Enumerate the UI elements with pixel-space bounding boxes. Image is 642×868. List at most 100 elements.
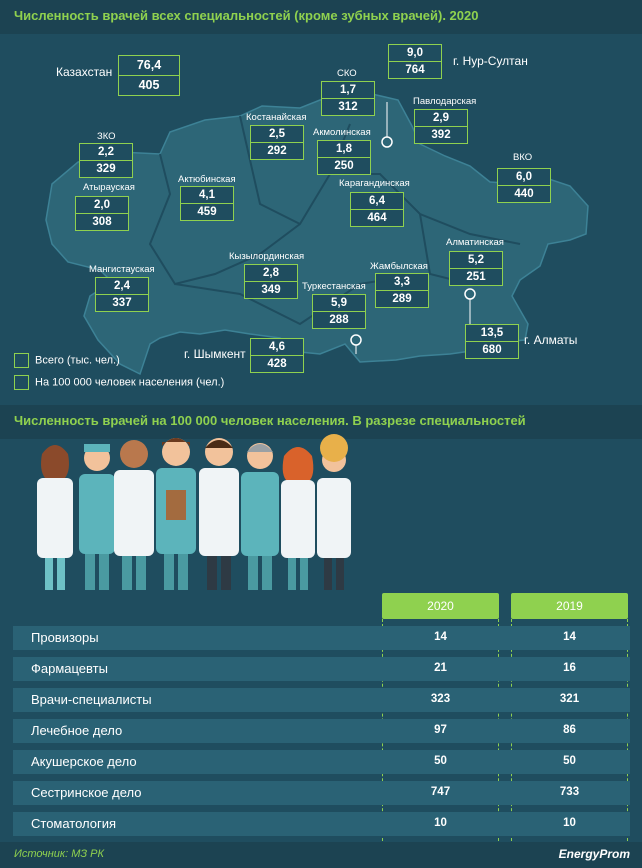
region-per100k: 292 bbox=[267, 145, 287, 157]
row-label: Сестринское дело bbox=[31, 785, 142, 800]
region-per100k: 349 bbox=[261, 284, 281, 296]
doctor-figures bbox=[37, 434, 351, 590]
table-row: Врачи-специалисты 323 321 bbox=[13, 688, 630, 712]
region-box-zko: 2,2 329 bbox=[79, 143, 133, 178]
region-per100k: 440 bbox=[514, 188, 534, 200]
table-row: Стоматология 10 10 bbox=[13, 812, 630, 836]
value-2019: 733 bbox=[559, 786, 580, 798]
region-per100k: 289 bbox=[392, 293, 412, 305]
region-total: 13,5 bbox=[466, 325, 518, 342]
row-label: Фармацевты bbox=[31, 661, 108, 676]
value-2019: 14 bbox=[563, 631, 576, 643]
region-total: 2,5 bbox=[251, 126, 303, 143]
region-per100k: 680 bbox=[482, 344, 502, 356]
value-2020: 747 bbox=[430, 786, 451, 798]
region-total: 6,4 bbox=[351, 193, 403, 210]
region-per100k: 464 bbox=[367, 212, 387, 224]
legend-swatch bbox=[14, 353, 29, 368]
column-header-2020: 2020 bbox=[382, 593, 499, 619]
brand-logo: EnergyProm bbox=[558, 847, 630, 861]
region-box-turkestan: 5,9 288 bbox=[312, 294, 366, 329]
kazakhstan-per100k: 405 bbox=[138, 78, 160, 92]
region-total: 5,9 bbox=[313, 295, 365, 312]
table-title-bar: Численность врачей на 100 000 человек на… bbox=[0, 405, 642, 439]
value-2020: 10 bbox=[434, 817, 447, 829]
region-name-zko: ЗКО bbox=[97, 131, 116, 142]
region-total: 1,8 bbox=[318, 141, 370, 158]
region-total: 2,0 bbox=[76, 197, 128, 214]
source-note: Источник: МЗ РК bbox=[14, 848, 104, 860]
region-name-mangistau: Мангистауская bbox=[89, 264, 155, 275]
region-name-akmola: Акмолинская bbox=[313, 127, 371, 138]
region-name-aktobe: Актюбинская bbox=[178, 174, 236, 185]
region-box-almaty-city: 13,5 680 bbox=[465, 324, 519, 359]
region-total: 6,0 bbox=[498, 169, 550, 186]
kazakhstan-box: 76,4 405 bbox=[118, 55, 180, 96]
footer: Источник: МЗ РК EnergyProm bbox=[0, 842, 642, 868]
region-total: 9,0 bbox=[389, 45, 441, 62]
region-name-atyrau: Атырауская bbox=[83, 182, 135, 193]
kazakhstan-label: Казахстан bbox=[56, 65, 113, 79]
row-label: Лечебное дело bbox=[31, 723, 123, 738]
kazakhstan-total: 76,4 bbox=[119, 56, 179, 76]
region-total: 5,2 bbox=[450, 252, 502, 269]
legend-swatch bbox=[14, 375, 29, 390]
region-name-sko: СКО bbox=[337, 68, 357, 79]
row-label: Врачи-специалисты bbox=[31, 692, 152, 707]
region-box-pavlodar: 2,9 392 bbox=[414, 109, 468, 144]
table-row: Сестринское дело 747 733 bbox=[13, 781, 630, 805]
region-box-shymkent: 4,6 428 bbox=[250, 338, 304, 373]
kazakhstan-map bbox=[45, 93, 589, 376]
row-label: Провизоры bbox=[31, 630, 99, 645]
region-name-nur-sultan: г. Нур-Султан bbox=[453, 54, 528, 68]
legend-per100k-label: На 100 000 человек населения (чел.) bbox=[35, 376, 225, 389]
region-box-zhambyl: 3,3 289 bbox=[375, 273, 429, 308]
region-box-atyrau: 2,0 308 bbox=[75, 196, 129, 231]
region-name-karaganda: Карагандинская bbox=[339, 178, 410, 189]
region-box-sko: 1,7 312 bbox=[321, 81, 375, 116]
value-2019: 86 bbox=[563, 724, 576, 736]
region-per100k: 312 bbox=[338, 101, 358, 113]
region-name-shymkent: г. Шымкент bbox=[184, 347, 246, 361]
region-box-akmola: 1,8 250 bbox=[317, 140, 371, 175]
region-box-vko: 6,0 440 bbox=[497, 168, 551, 203]
region-name-almaty-city: г. Алматы bbox=[524, 333, 578, 347]
region-total: 2,8 bbox=[245, 265, 297, 282]
region-per100k: 459 bbox=[197, 206, 217, 218]
region-name-kostanay: Костанайская bbox=[246, 112, 307, 123]
region-total: 2,2 bbox=[80, 144, 132, 161]
value-2019: 321 bbox=[559, 693, 580, 705]
medical-staff-illustration bbox=[37, 434, 351, 590]
region-name-vko: ВКО bbox=[513, 152, 533, 163]
value-2020: 14 bbox=[434, 631, 447, 643]
region-box-kostanay: 2,5 292 bbox=[250, 125, 304, 160]
value-2020: 97 bbox=[434, 724, 447, 736]
region-box-almaty-region: 5,2 251 bbox=[449, 251, 503, 286]
region-box-karaganda: 6,4 464 bbox=[350, 192, 404, 227]
region-per100k: 428 bbox=[267, 358, 287, 370]
map-title-bar: Численность врачей всех специальностей (… bbox=[0, 0, 642, 34]
region-box-aktobe: 4,1 459 bbox=[180, 186, 234, 221]
table-row: Фармацевты 21 16 bbox=[13, 657, 630, 681]
region-box-nur-sultan: 9,0 764 bbox=[388, 44, 442, 79]
value-2020: 21 bbox=[434, 662, 447, 674]
region-box-kyzylorda: 2,8 349 bbox=[244, 264, 298, 299]
table-row: Провизоры 14 14 bbox=[13, 626, 630, 650]
region-total: 4,1 bbox=[181, 187, 233, 204]
value-2020: 323 bbox=[430, 693, 451, 705]
row-label: Стоматология bbox=[31, 816, 117, 831]
value-2019: 50 bbox=[563, 755, 576, 767]
region-name-pavlodar: Павлодарская bbox=[413, 96, 477, 107]
region-name-zhambyl: Жамбылская bbox=[370, 261, 428, 272]
table-row: Лечебное дело 97 86 bbox=[13, 719, 630, 743]
region-per100k: 329 bbox=[96, 163, 116, 175]
map-title: Численность врачей всех специальностей (… bbox=[14, 8, 479, 23]
value-2019: 16 bbox=[563, 662, 576, 674]
region-per100k: 308 bbox=[92, 216, 112, 228]
region-total: 2,4 bbox=[96, 278, 148, 295]
value-2019: 10 bbox=[563, 817, 576, 829]
region-total: 1,7 bbox=[322, 82, 374, 99]
legend-total: Всего (тыс. чел.) bbox=[14, 353, 120, 368]
region-per100k: 288 bbox=[329, 314, 349, 326]
region-per100k: 251 bbox=[466, 271, 486, 283]
